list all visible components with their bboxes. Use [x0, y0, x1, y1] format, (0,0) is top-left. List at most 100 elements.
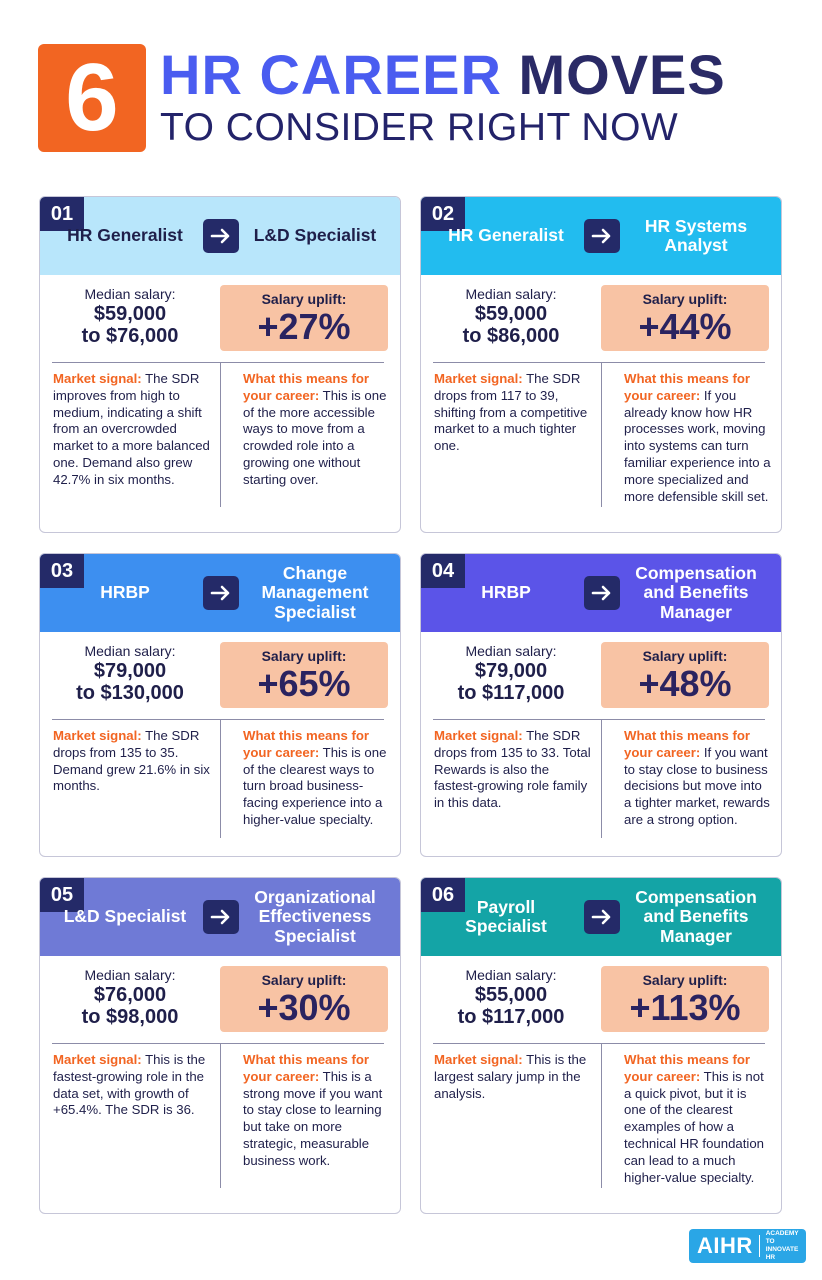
market-signal-label: Market signal:: [434, 728, 523, 743]
role-from: HR Generalist: [67, 225, 183, 246]
logo-subtitle: ACADEMY TO INNOVATE HR: [765, 1230, 799, 1261]
median-line1: $59,000: [93, 303, 167, 325]
card-header: 06 Payroll Specialist Compensation and B…: [421, 878, 781, 956]
career-move-card: 03 HRBP Change Management Specialist Med…: [39, 553, 401, 857]
uplift-value: +48%: [638, 663, 732, 704]
career-meaning: What this means for your career: This is…: [243, 728, 391, 829]
career-meaning-text: This is one of the clearest ways to turn…: [243, 744, 387, 827]
market-signal-text: This is the largest salary jump in the a…: [434, 1052, 587, 1101]
median-line1: $59,000: [474, 303, 548, 325]
salary-uplift: Salary uplift: +27%: [220, 285, 388, 351]
median-salary: Median salary: $79,000 to $130,000: [40, 642, 220, 704]
career-meaning-label: What this means for your career:: [243, 1052, 370, 1084]
text-row: Market signal: This is the largest salar…: [421, 1044, 781, 1200]
divider: [52, 719, 384, 720]
career-move-card: 06 Payroll Specialist Compensation and B…: [420, 877, 782, 1214]
card-number: 03: [40, 554, 84, 588]
role-to: HR Systems Analyst: [644, 215, 748, 255]
card-number: 04: [421, 554, 465, 588]
uplift-label: Salary uplift:: [642, 291, 728, 307]
salary-uplift: Salary uplift: +44%: [601, 285, 769, 351]
career-meaning-text: This is not a quick pivot, but it is one…: [624, 1068, 765, 1185]
card-header: 04 HRBP Compensation and Benefits Manage…: [421, 554, 781, 632]
card-number: 02: [421, 197, 465, 231]
career-move-card: 04 HRBP Compensation and Benefits Manage…: [420, 553, 782, 857]
median-line1: $79,000: [474, 660, 548, 682]
median-line2: to $117,000: [457, 1006, 565, 1028]
market-signal: Market signal: The SDR drops from 117 to…: [434, 371, 594, 455]
career-meaning-text: This is one of the more accessible ways …: [243, 387, 387, 487]
divider: [52, 1043, 384, 1044]
career-move-card: 01 HR Generalist L&D Specialist Median s…: [39, 196, 401, 533]
career-meaning-label: What this means for your career:: [624, 1052, 751, 1084]
card-number: 01: [40, 197, 84, 231]
divider: [52, 362, 384, 363]
market-signal-text: The SDR drops from 135 to 33. Total Rewa…: [434, 728, 591, 811]
title-dark: MOVES: [518, 43, 726, 106]
page-title: HR CAREER MOVES: [160, 44, 726, 106]
median-salary: Median salary: $79,000 to $117,000: [421, 642, 601, 704]
median-line2: to $76,000: [81, 325, 179, 347]
vertical-divider: [220, 720, 221, 838]
salary-row: Median salary: $59,000 to $76,000 Salary…: [40, 275, 400, 363]
divider: [433, 1043, 765, 1044]
career-meaning: What this means for your career: This is…: [243, 1052, 391, 1170]
uplift-label: Salary uplift:: [261, 972, 347, 988]
salary-row: Median salary: $79,000 to $130,000 Salar…: [40, 632, 400, 720]
median-salary: Median salary: $59,000 to $86,000: [421, 285, 601, 347]
salary-uplift: Salary uplift: +48%: [601, 642, 769, 708]
text-row: Market signal: The SDR drops from 135 to…: [40, 720, 400, 850]
uplift-value: +27%: [257, 306, 351, 347]
market-signal: Market signal: The SDR improves from hig…: [53, 371, 213, 489]
median-label: Median salary:: [465, 643, 557, 659]
market-signal: Market signal: The SDR drops from 135 to…: [53, 728, 213, 795]
career-meaning-text: This is a strong move if you want to sta…: [243, 1068, 383, 1168]
median-label: Median salary:: [465, 286, 557, 302]
role-from: HRBP: [481, 582, 531, 603]
median-label: Median salary:: [84, 286, 176, 302]
median-line2: to $130,000: [76, 682, 184, 704]
arrow-right-icon: [203, 900, 239, 934]
card-header: 02 HR Generalist HR Systems Analyst: [421, 197, 781, 275]
card-header: 01 HR Generalist L&D Specialist: [40, 197, 400, 275]
market-signal-text: The SDR improves from high to medium, in…: [53, 371, 210, 487]
median-line1: $55,000: [474, 984, 548, 1006]
vertical-divider: [220, 1044, 221, 1188]
career-meaning: What this means for your career: This is…: [243, 371, 391, 489]
number-badge: 6: [38, 44, 146, 152]
vertical-divider: [601, 720, 602, 838]
divider: [433, 719, 765, 720]
vertical-divider: [220, 363, 221, 507]
role-to: Organizational Effectiveness Specialist: [254, 886, 376, 946]
salary-row: Median salary: $76,000 to $98,000 Salary…: [40, 956, 400, 1044]
career-meaning-label: What this means for your career:: [624, 371, 751, 403]
uplift-label: Salary uplift:: [642, 648, 728, 664]
uplift-label: Salary uplift:: [642, 972, 728, 988]
aihr-logo: AIHR ACADEMY TO INNOVATE HR: [689, 1229, 806, 1263]
uplift-value: +30%: [257, 987, 351, 1028]
uplift-value: +65%: [257, 663, 351, 704]
card-number: 06: [421, 878, 465, 912]
median-line2: to $86,000: [462, 325, 560, 347]
market-signal-text: This is the fastest-growing role in the …: [53, 1052, 206, 1118]
vertical-divider: [601, 363, 602, 507]
career-meaning: What this means for your career: If you …: [624, 728, 772, 829]
median-label: Median salary:: [84, 967, 176, 983]
career-meaning-text: If you already know how HR processes wor…: [624, 387, 771, 504]
salary-uplift: Salary uplift: +113%: [601, 966, 769, 1032]
career-meaning-label: What this means for your career:: [243, 371, 370, 403]
role-from: HR Generalist: [448, 225, 564, 246]
median-label: Median salary:: [84, 643, 176, 659]
career-meaning: What this means for your career: If you …: [624, 371, 772, 505]
market-signal-label: Market signal:: [434, 1052, 523, 1067]
arrow-right-icon: [584, 576, 620, 610]
median-label: Median salary:: [465, 967, 557, 983]
market-signal-text: The SDR drops from 135 to 35. Demand gre…: [53, 728, 210, 794]
career-meaning-label: What this means for your career:: [243, 728, 370, 760]
market-signal-label: Market signal:: [434, 371, 523, 386]
salary-row: Median salary: $79,000 to $117,000 Salar…: [421, 632, 781, 720]
page-header: 6 HR CAREER MOVES TO CONSIDER RIGHT NOW: [38, 44, 798, 154]
salary-row: Median salary: $59,000 to $86,000 Salary…: [421, 275, 781, 363]
market-signal: Market signal: This is the fastest-growi…: [53, 1052, 213, 1119]
career-move-card: 02 HR Generalist HR Systems Analyst Medi…: [420, 196, 782, 533]
